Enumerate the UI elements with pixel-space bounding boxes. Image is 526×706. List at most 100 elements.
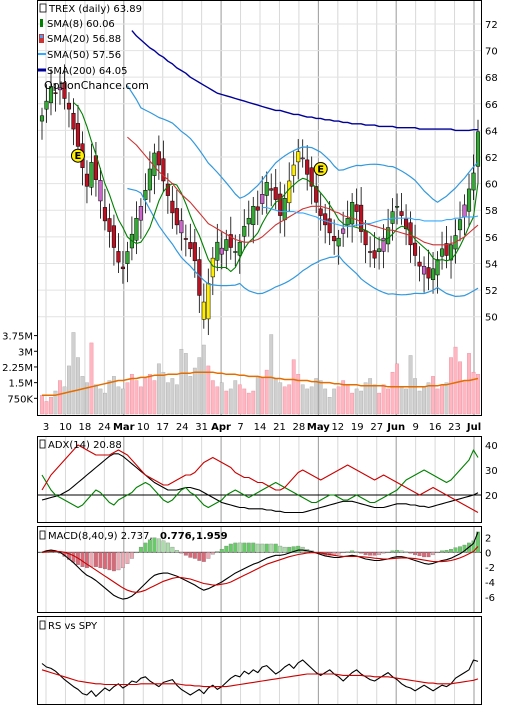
volume-bar: [350, 392, 355, 415]
volume-bar: [179, 348, 184, 415]
macd-histogram-bar: [296, 545, 301, 553]
volume-bar: [143, 378, 148, 415]
candle-body: [125, 251, 130, 264]
price-tick-label: 52: [485, 286, 498, 297]
candle-body: [219, 247, 224, 255]
macd-histogram-bar: [422, 552, 427, 558]
candle-body: [332, 236, 337, 242]
volume-bar: [386, 388, 391, 415]
volume-bar: [89, 342, 94, 415]
macd-histogram-bar: [179, 552, 184, 554]
macd-histogram-bar: [129, 552, 134, 559]
x-tick-label: 14: [254, 422, 267, 433]
candle-body: [57, 87, 63, 91]
macd-tick-label: 0: [485, 548, 491, 559]
macd-histogram-bar: [354, 551, 359, 553]
volume-bar: [85, 382, 89, 415]
x-tick-label: 10: [137, 422, 150, 433]
volume-bar: [363, 382, 368, 415]
candle-body: [143, 190, 148, 200]
volume-bar: [390, 371, 395, 415]
volume-bar: [76, 357, 80, 415]
macd-histogram-bar: [390, 550, 395, 553]
adx-line-2: [41, 444, 479, 513]
x-tick-label: 28: [293, 422, 306, 433]
macd-histogram-bar: [453, 547, 458, 553]
macd-histogram-bar: [341, 552, 346, 554]
candle-body: [89, 162, 94, 188]
candle-body: [179, 220, 184, 234]
macd-histogram-bar: [89, 552, 94, 567]
volume-bar: [192, 367, 197, 415]
volume-bar: [296, 374, 301, 415]
macd-signal-line: [41, 546, 479, 593]
macd-histogram-bar: [228, 543, 233, 553]
volume-bar: [435, 388, 440, 415]
candle-body: [174, 208, 179, 226]
candle-body: [386, 227, 391, 245]
candle-body: [62, 82, 67, 99]
macd-histogram-bar: [260, 543, 265, 553]
candle-body: [242, 225, 247, 237]
price-tick-label: 70: [485, 47, 498, 58]
volume-tick-label: 2.25M: [2, 363, 33, 374]
volume-bar: [309, 386, 314, 415]
macd-histogram-bar: [395, 550, 400, 553]
volume-bar: [49, 397, 53, 415]
candle-body: [206, 283, 211, 320]
x-tick-label: 23: [448, 422, 461, 433]
adx-title-swatch: [39, 439, 46, 449]
volume-bar: [440, 384, 444, 415]
macd-tick-label: -6: [485, 593, 495, 604]
macd-histogram-bar: [350, 550, 355, 553]
indicator-lines: [41, 30, 479, 697]
macd-histogram-bar: [278, 545, 283, 553]
volume-bar: [341, 380, 346, 415]
macd-histogram-bar: [386, 552, 391, 554]
volume-bar: [219, 382, 224, 415]
price-tick-label: 68: [485, 73, 498, 84]
candle-body: [399, 211, 404, 216]
x-tick-label: May: [307, 422, 330, 433]
volume-bar: [453, 346, 458, 415]
volume-bar: [260, 378, 265, 415]
adx-line-0: [41, 453, 479, 514]
volume-bar: [103, 392, 107, 415]
candle-body: [309, 167, 314, 187]
x-tick-label: Apr: [211, 422, 231, 433]
x-tick-label: 17: [156, 422, 169, 433]
macd-histogram-bar: [246, 542, 251, 553]
volume-bar: [107, 380, 112, 415]
candle-body: [39, 115, 45, 122]
candle-body: [448, 244, 454, 261]
macd-histogram-bar: [471, 540, 476, 553]
candle-body: [363, 230, 368, 246]
volume-bar: [444, 382, 449, 415]
volume-bar: [129, 374, 134, 415]
macd-histogram-bar: [143, 542, 148, 553]
volume-bar: [53, 390, 58, 415]
macd-histogram-bar: [165, 542, 170, 553]
volume-bar: [255, 376, 260, 415]
candle-body: [435, 259, 440, 276]
macd-histogram-bar: [102, 552, 107, 570]
macd-histogram-bar: [138, 546, 143, 553]
macd-histogram-bar: [269, 543, 274, 553]
macd-histogram-bar: [116, 552, 121, 571]
volume-bar: [237, 384, 242, 415]
macd-histogram-bar: [120, 552, 125, 569]
volume-bar: [215, 386, 220, 415]
macd-histogram-bar: [399, 550, 404, 553]
candle-body: [431, 268, 436, 280]
candle-body: [278, 193, 283, 216]
volume-bar: [165, 382, 170, 415]
candle-body: [327, 218, 332, 234]
price-legend: TREX (daily) 63.89 SMA(8) 60.06 SMA(20) …: [38, 3, 149, 92]
x-tick-label: 24: [176, 422, 189, 433]
candle-body: [71, 112, 76, 130]
candle-body: [287, 180, 292, 204]
candle-body: [359, 204, 364, 232]
x-tick-label: 12: [331, 422, 344, 433]
price-tick-label: 56: [485, 233, 498, 244]
